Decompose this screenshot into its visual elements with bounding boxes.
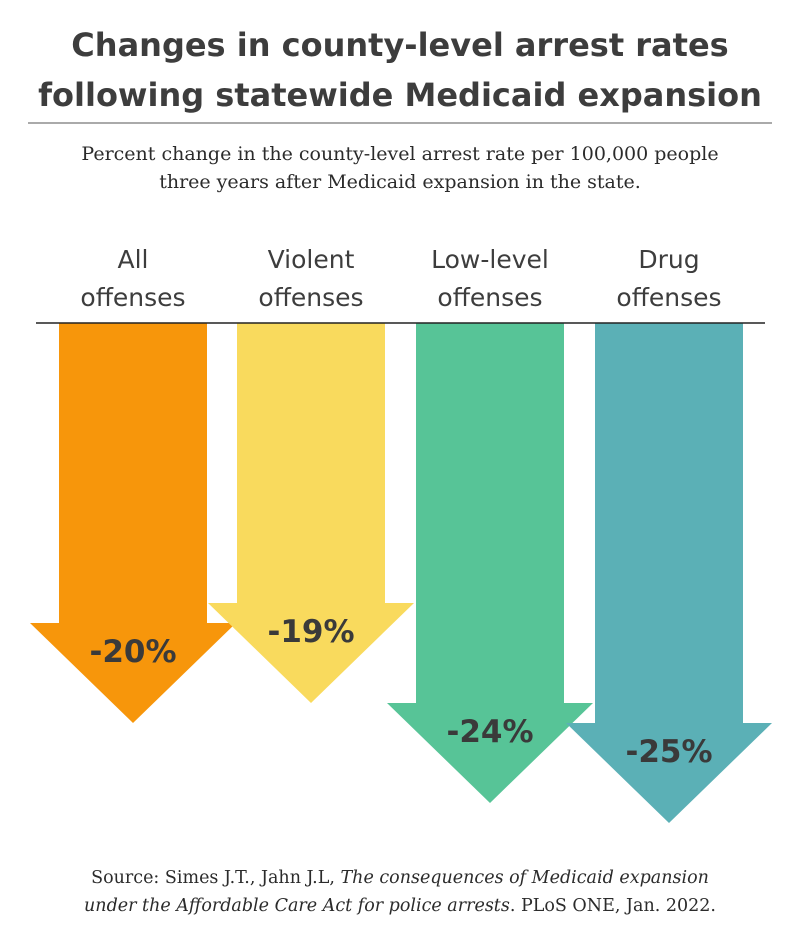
category-label-1-line-1: All (118, 245, 149, 274)
source-note-line-2: under the Affordable Care Act for police… (84, 896, 716, 916)
category-label-4-line-1: Drug (638, 245, 699, 274)
category-label-2-line-2: offenses (258, 283, 363, 312)
category-label-3-line-2: offenses (437, 283, 542, 312)
chart-title-line-2: following statewide Medicaid expansion (38, 76, 762, 114)
arrow-bar-1 (30, 323, 236, 723)
value-label-3: -24% (446, 714, 533, 750)
arrow-bar-2 (208, 323, 414, 703)
chart-title-line-1: Changes in county-level arrest rates (71, 26, 728, 64)
category-label-1-line-2: offenses (80, 283, 185, 312)
source-suffix: . PLoS ONE, Jan. 2022. (510, 896, 716, 916)
chart-subtitle: Percent change in the county-level arres… (81, 143, 718, 193)
category-labels: All offenses Violent offenses Low-level offen… (80, 245, 721, 312)
value-label-1: -20% (89, 634, 176, 670)
category-label-4-line-2: offenses (616, 283, 721, 312)
arrow-bar-3 (387, 323, 593, 803)
chart-subtitle-line-1: Percent change in the county-level arres… (81, 143, 718, 165)
source-prefix: Source: Simes J.T., Jahn J.L, (91, 868, 340, 888)
value-label-4: -25% (625, 734, 712, 770)
arrow-bars (30, 323, 772, 823)
source-paper-title-2: under the Affordable Care Act for police… (84, 896, 510, 916)
chart-subtitle-line-2: three years after Medicaid expansion in … (159, 171, 641, 193)
arrow-bar-4 (566, 323, 772, 823)
source-note: Source: Simes J.T., Jahn J.L, The conseq… (91, 868, 709, 888)
chart-title: Changes in county-level arrest rates fol… (38, 26, 762, 114)
source-paper-title-1: The consequences of Medicaid expansion (341, 868, 709, 888)
category-label-2-line-1: Violent (268, 245, 355, 274)
value-labels: -20% -19% -24% -25% (89, 614, 712, 770)
value-label-2: -19% (267, 614, 354, 650)
category-label-3-line-1: Low-level (431, 245, 549, 274)
